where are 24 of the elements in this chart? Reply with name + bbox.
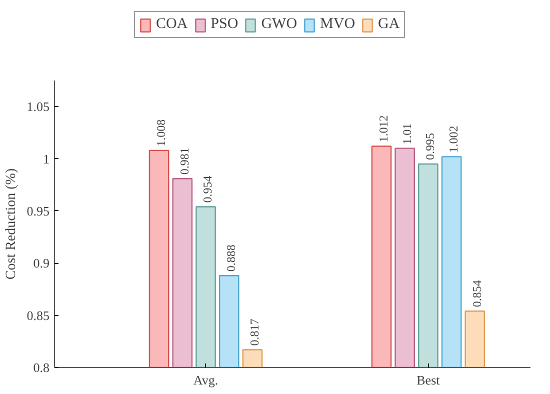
y-tick-label: 0.8 [33, 360, 50, 375]
legend-label: GWO [261, 16, 298, 33]
y-tick-label: 0.85 [26, 308, 50, 323]
y-tick-label: 0.9 [33, 256, 50, 271]
data-label: 0.954 [200, 176, 215, 203]
legend-label: PSO [210, 16, 238, 33]
data-label: 1.012 [376, 115, 390, 142]
data-label: 0.995 [423, 132, 438, 160]
data-label: 0.817 [247, 318, 262, 346]
data-label: 1.008 [154, 119, 168, 146]
data-label: 0.854 [470, 280, 484, 308]
data-label: 1.01 [400, 123, 414, 144]
legend-label: GA [378, 16, 400, 33]
y-tick-label: 0.95 [26, 203, 50, 218]
x-tick-label: Avg. [193, 372, 218, 388]
legend-label: COA [156, 16, 188, 33]
y-axis-title: Cost Reduction (%) [4, 168, 19, 280]
y-tick-label: 1 [43, 151, 50, 166]
data-label: 0.888 [224, 244, 238, 272]
data-label: 1.002 [446, 126, 461, 153]
legend-label: MVO [320, 16, 356, 33]
x-tick-label: Best [416, 372, 440, 388]
data-label: 0.981 [177, 148, 192, 175]
y-tick-label: 1.05 [26, 99, 50, 114]
